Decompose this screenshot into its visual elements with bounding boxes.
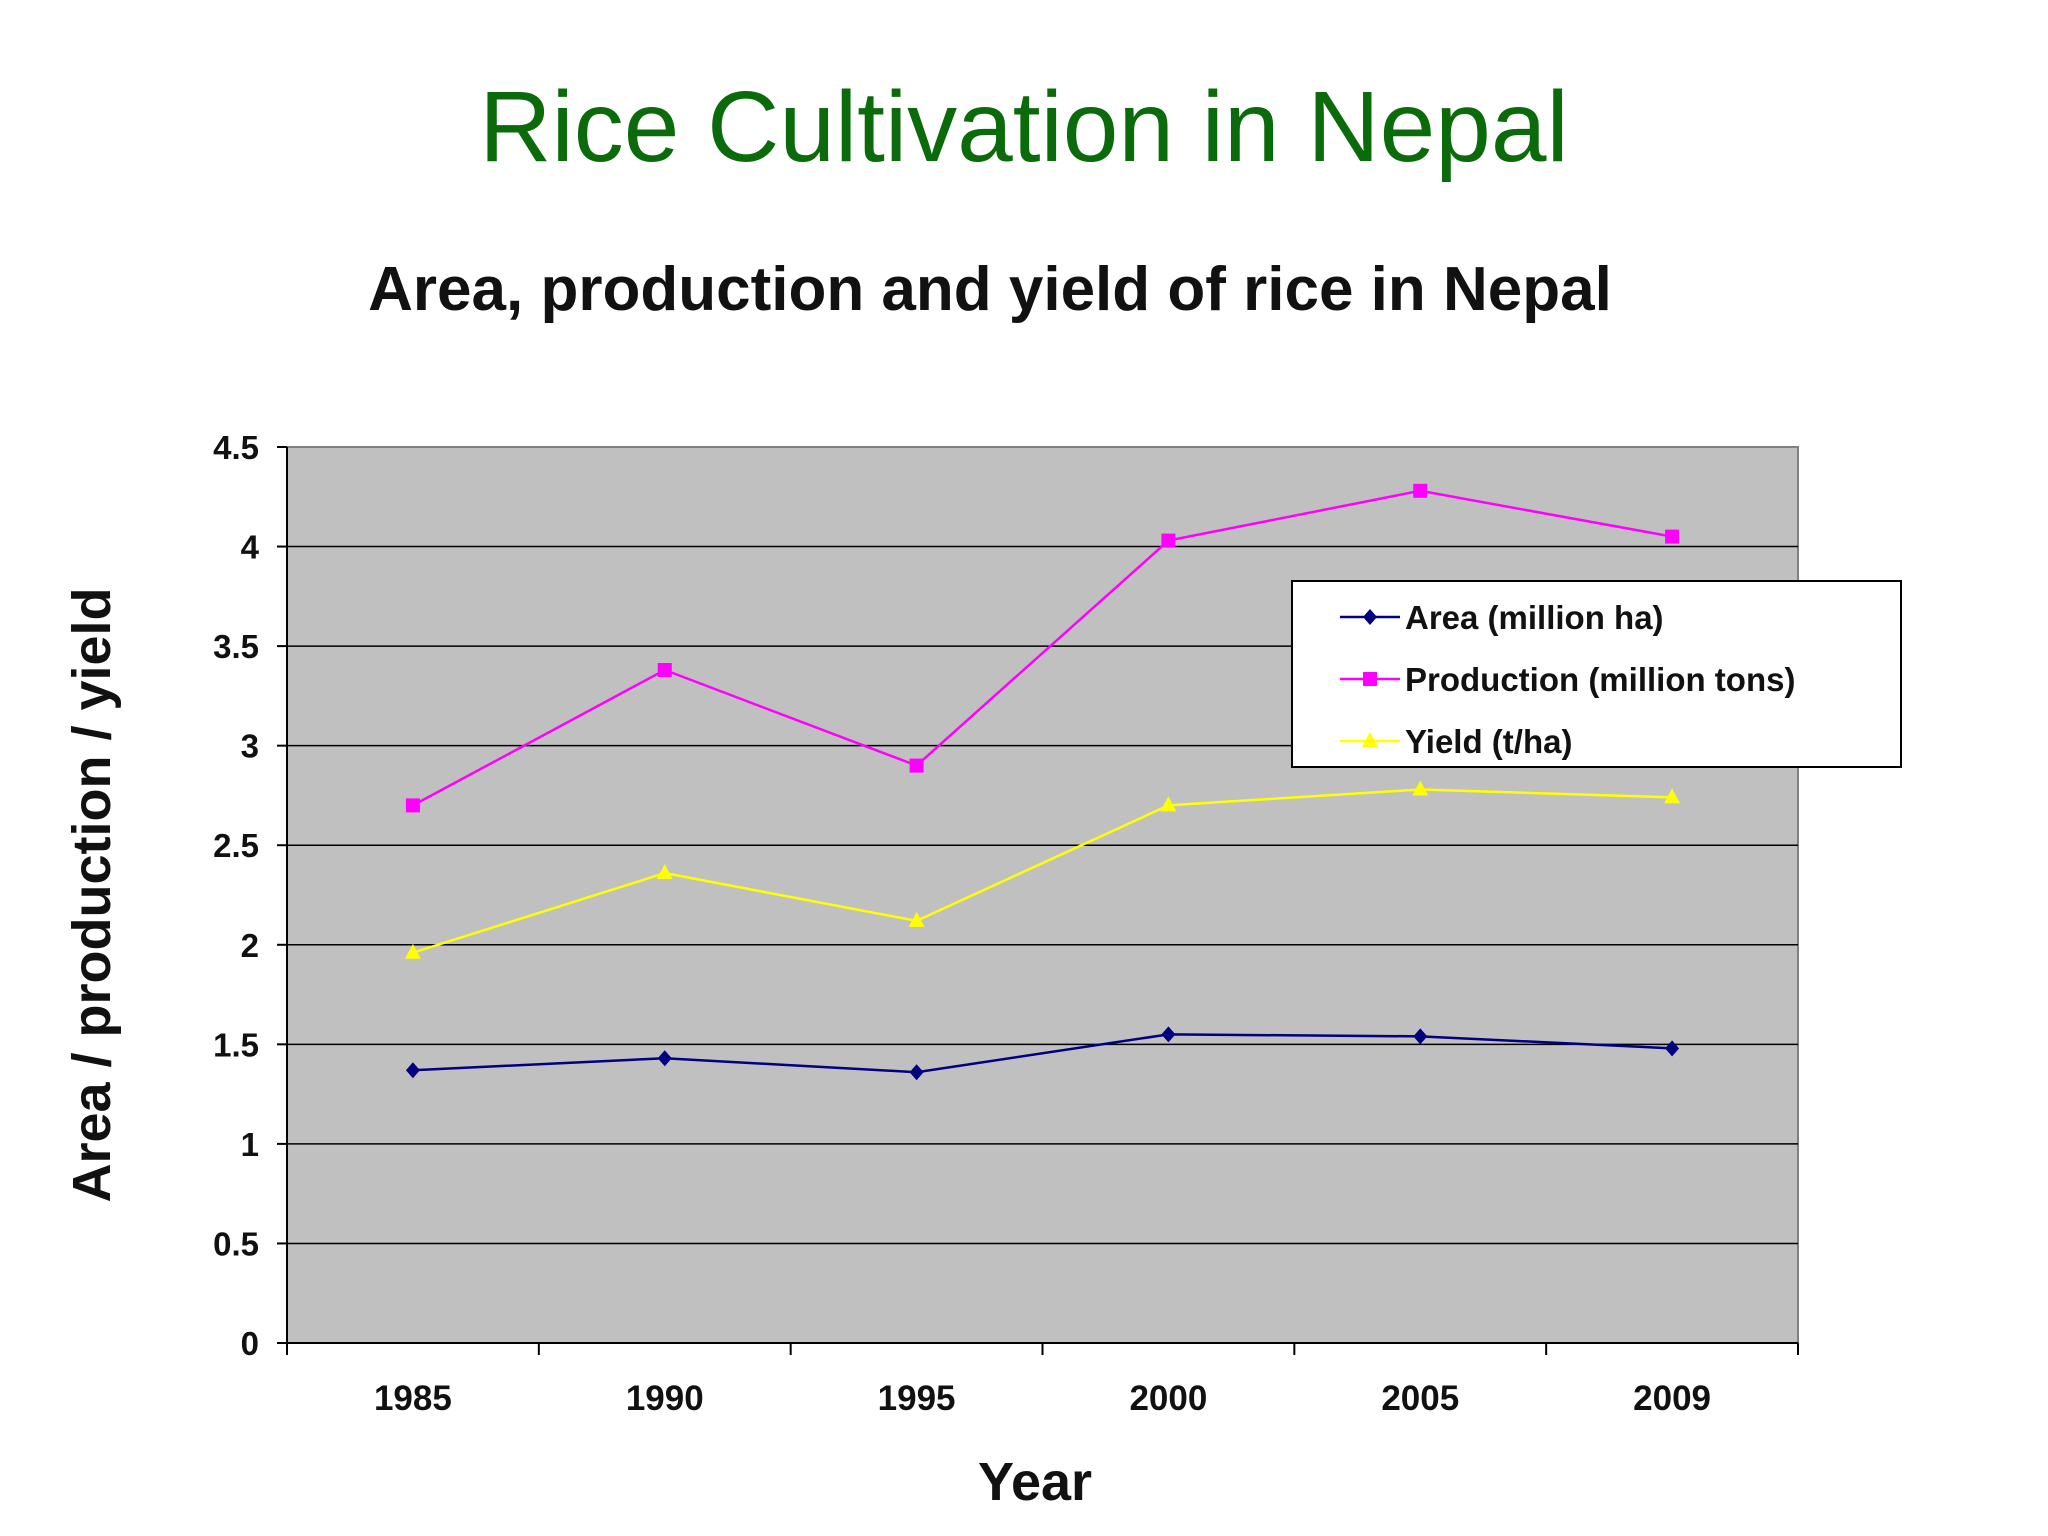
- data-point: [404, 943, 421, 959]
- data-point: [1160, 796, 1177, 812]
- series-line: [412, 489, 1673, 807]
- legend-box: [1291, 580, 1902, 768]
- x-tick-label: 2009: [1633, 1379, 1711, 1418]
- x-tick-label: 2000: [1129, 1379, 1207, 1418]
- y-axis-label: Area / production / yield: [62, 587, 122, 1202]
- data-point: [908, 911, 925, 927]
- data-point: [1413, 483, 1428, 498]
- y-axis-ticks: 0 0.5 1 1.5 2 2.5 3 3.5 4 4.5: [213, 429, 287, 1362]
- data-point: [405, 1062, 420, 1079]
- data-point: [1161, 1026, 1176, 1043]
- y-tick-label: 4.5: [213, 429, 259, 466]
- series-line: [412, 1033, 1673, 1074]
- y-tick-label: 2.5: [213, 827, 259, 864]
- data-point: [909, 758, 924, 773]
- data-point: [1413, 1028, 1428, 1045]
- series-2: [405, 483, 1680, 813]
- data-point: [909, 1064, 924, 1081]
- y-tick-label: 2: [241, 927, 259, 964]
- x-tick-label: 1995: [878, 1379, 956, 1418]
- x-axis-label: Year: [978, 1452, 1092, 1512]
- legend-label: Production (million tons): [1405, 661, 1795, 698]
- data-point: [405, 798, 420, 813]
- y-tick-label: 3: [241, 728, 259, 765]
- legend-swatch-marker: [1363, 609, 1377, 625]
- data-point: [1161, 533, 1176, 548]
- data-point: [656, 864, 673, 880]
- x-tick-label: 2005: [1381, 1379, 1459, 1418]
- series-3: [404, 780, 1681, 959]
- y-tick-label: 3.5: [213, 628, 259, 665]
- data-point: [1665, 1040, 1680, 1057]
- data-point: [1664, 788, 1681, 804]
- y-tick-label: 0: [241, 1325, 259, 1362]
- x-tick-label: 1985: [374, 1379, 452, 1418]
- legend-swatch-marker: [1363, 672, 1377, 686]
- y-tick-label: 1: [241, 1126, 259, 1163]
- legend-item: Area (million ha): [1340, 599, 1664, 636]
- series-1: [405, 1026, 1680, 1081]
- chart-title: Area, production and yield of rice in Ne…: [368, 255, 1612, 324]
- legend: Area (million ha) Production (million ton…: [1291, 580, 1902, 768]
- legend-label: Area (million ha): [1405, 599, 1664, 636]
- data-point: [1412, 780, 1429, 796]
- data-point: [1665, 529, 1680, 544]
- legend-item: Production (million tons): [1340, 661, 1795, 698]
- legend-label: Yield (t/ha): [1405, 723, 1572, 760]
- y-tick-label: 0.5: [213, 1225, 259, 1262]
- y-tick-label: 4: [241, 529, 260, 566]
- slide-title: Rice Cultivation in Nepal: [479, 71, 1569, 183]
- series-layer: [404, 483, 1681, 1081]
- legend-item: Yield (t/ha): [1340, 723, 1572, 760]
- series-line: [412, 788, 1673, 954]
- data-point: [657, 663, 672, 678]
- data-point: [657, 1050, 672, 1067]
- y-tick-label: 1.5: [213, 1026, 259, 1063]
- legend-items: Area (million ha) Production (million ton…: [1340, 599, 1795, 760]
- legend-swatch-marker: [1362, 732, 1378, 747]
- x-tick-label: 1990: [626, 1379, 704, 1418]
- x-axis-ticks: 1985 1990 1995 2000 2005 2009: [286, 1343, 1799, 1418]
